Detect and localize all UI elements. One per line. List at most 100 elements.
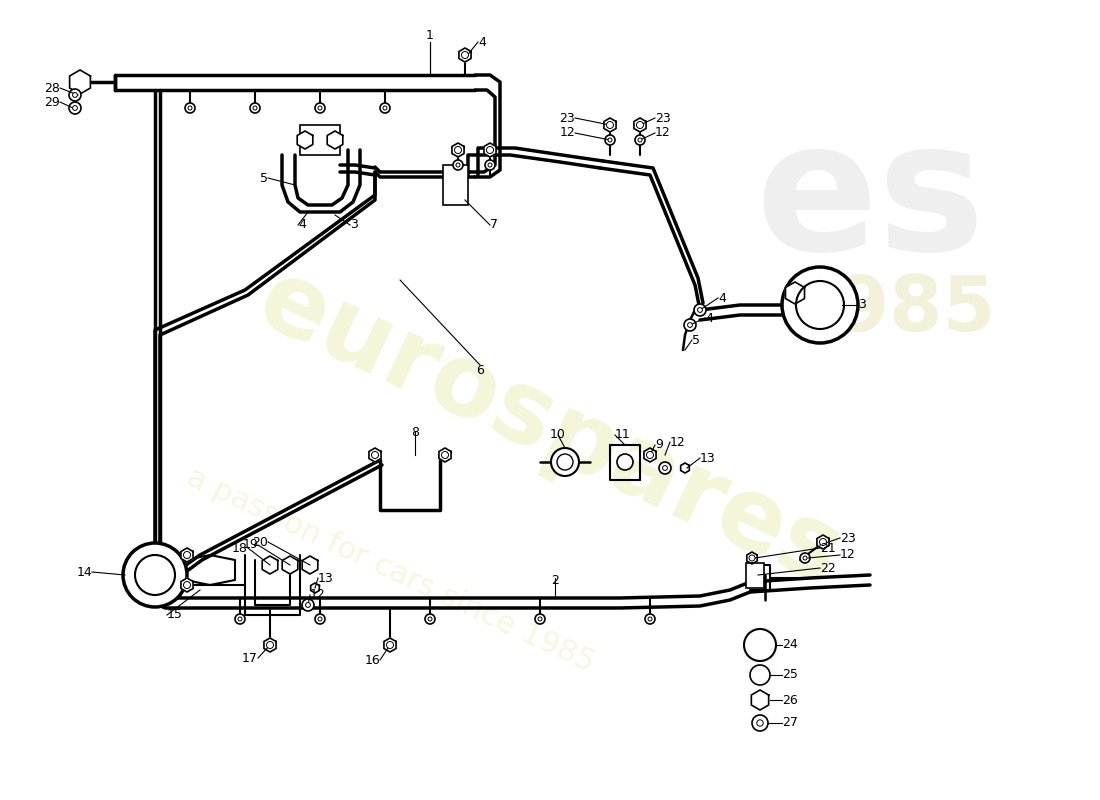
Circle shape <box>485 160 495 170</box>
Polygon shape <box>368 448 381 462</box>
Circle shape <box>617 454 632 470</box>
Circle shape <box>235 614 245 624</box>
Text: 12: 12 <box>310 589 326 602</box>
Text: 13: 13 <box>700 451 716 465</box>
Text: 12: 12 <box>559 126 575 139</box>
Circle shape <box>605 135 615 145</box>
Circle shape <box>462 51 469 58</box>
Polygon shape <box>180 548 194 562</box>
Polygon shape <box>384 638 396 652</box>
Text: 11: 11 <box>615 429 630 442</box>
Polygon shape <box>785 282 804 304</box>
Circle shape <box>315 614 324 624</box>
Circle shape <box>185 103 195 113</box>
Text: 21: 21 <box>820 542 836 554</box>
Circle shape <box>694 304 706 316</box>
Text: 27: 27 <box>782 717 797 730</box>
Circle shape <box>372 451 378 458</box>
Circle shape <box>782 267 858 343</box>
Text: 14: 14 <box>76 566 92 578</box>
Circle shape <box>750 665 770 685</box>
Text: 19: 19 <box>242 538 258 551</box>
Circle shape <box>425 614 435 624</box>
Circle shape <box>184 551 190 558</box>
Text: 2: 2 <box>551 574 559 586</box>
Text: 4: 4 <box>298 218 306 231</box>
Text: 5: 5 <box>260 171 268 185</box>
Circle shape <box>454 146 462 154</box>
Circle shape <box>250 103 260 113</box>
Circle shape <box>456 163 460 167</box>
Text: 3: 3 <box>350 218 358 231</box>
Polygon shape <box>302 556 318 574</box>
Circle shape <box>123 543 187 607</box>
Circle shape <box>253 106 257 110</box>
Circle shape <box>803 556 807 560</box>
Text: 17: 17 <box>242 651 258 665</box>
Polygon shape <box>604 118 616 132</box>
Text: 29: 29 <box>44 95 60 109</box>
Circle shape <box>637 122 644 129</box>
Circle shape <box>383 106 387 110</box>
Text: 28: 28 <box>44 82 60 94</box>
Text: 10: 10 <box>550 429 565 442</box>
Bar <box>442 165 468 205</box>
Text: 26: 26 <box>782 694 797 706</box>
Text: 18: 18 <box>232 542 248 554</box>
Circle shape <box>441 451 449 458</box>
Circle shape <box>73 93 77 98</box>
Polygon shape <box>747 552 757 564</box>
Bar <box>746 562 764 587</box>
Polygon shape <box>310 583 319 593</box>
Circle shape <box>188 106 192 110</box>
Polygon shape <box>180 578 194 592</box>
Text: 9: 9 <box>654 438 663 451</box>
Polygon shape <box>644 448 656 462</box>
Text: 7: 7 <box>490 218 498 231</box>
Circle shape <box>306 602 310 607</box>
Circle shape <box>608 138 612 142</box>
Circle shape <box>318 617 322 621</box>
Circle shape <box>535 614 544 624</box>
Text: 13: 13 <box>318 571 333 585</box>
Circle shape <box>749 555 755 561</box>
Circle shape <box>752 715 768 731</box>
Circle shape <box>697 308 703 312</box>
Circle shape <box>184 582 190 589</box>
Polygon shape <box>283 556 298 574</box>
Polygon shape <box>634 118 646 132</box>
Text: 23: 23 <box>654 111 671 125</box>
Text: 4: 4 <box>478 35 486 49</box>
Circle shape <box>648 617 652 621</box>
Text: 22: 22 <box>820 562 836 574</box>
Circle shape <box>486 146 494 154</box>
Circle shape <box>635 135 645 145</box>
Text: 25: 25 <box>782 669 797 682</box>
Circle shape <box>318 106 322 110</box>
Circle shape <box>386 642 394 649</box>
Text: eurospares: eurospares <box>243 253 857 607</box>
Circle shape <box>135 555 175 595</box>
Polygon shape <box>327 131 343 149</box>
Circle shape <box>684 319 696 331</box>
Text: 8: 8 <box>411 426 419 438</box>
Circle shape <box>662 466 668 470</box>
Polygon shape <box>297 131 312 149</box>
Circle shape <box>453 160 463 170</box>
Circle shape <box>69 89 81 101</box>
Text: 12: 12 <box>840 549 856 562</box>
Polygon shape <box>69 70 90 94</box>
Circle shape <box>73 106 77 110</box>
Text: 1985: 1985 <box>783 273 997 347</box>
Text: es: es <box>755 112 984 288</box>
Polygon shape <box>452 143 464 157</box>
Text: 23: 23 <box>840 531 856 545</box>
Text: 15: 15 <box>167 609 183 622</box>
Polygon shape <box>439 448 451 462</box>
Circle shape <box>645 614 654 624</box>
Text: 4: 4 <box>705 311 713 325</box>
Text: 1: 1 <box>426 29 433 42</box>
Polygon shape <box>484 143 496 157</box>
Circle shape <box>688 322 692 327</box>
Circle shape <box>538 617 542 621</box>
